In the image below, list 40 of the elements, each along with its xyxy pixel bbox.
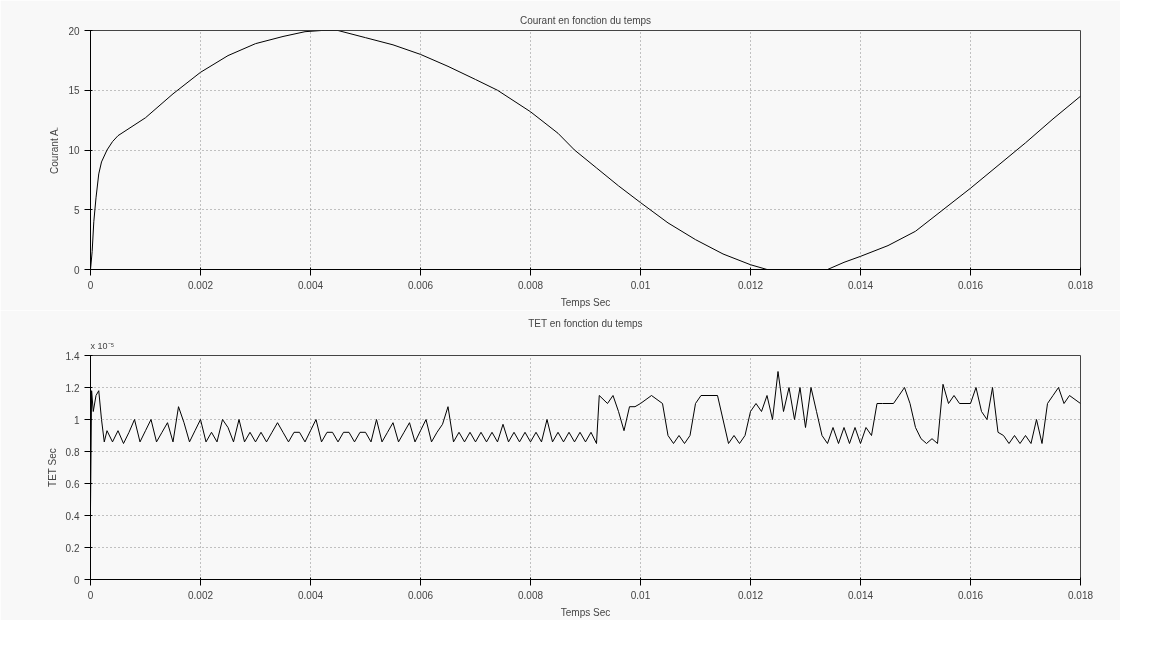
x-tick-label: 0.018 xyxy=(1067,589,1094,601)
x-tick-label: 0.014 xyxy=(847,279,874,291)
y-tick-label: 15 xyxy=(68,85,80,97)
y-tick-label: 20 xyxy=(68,25,80,37)
x-tick-label: 0 xyxy=(87,589,94,601)
y-axis-title: Courant A. xyxy=(49,126,61,174)
y-tick-label: 0.8 xyxy=(65,446,80,458)
y-tick-label: 0.6 xyxy=(65,478,80,490)
x-tick-label: 0.006 xyxy=(407,279,434,291)
x-tick-label: 0.002 xyxy=(187,279,214,291)
x-tick-label: 0.012 xyxy=(737,279,764,291)
y-tick-label: 5 xyxy=(73,204,80,216)
x-tick-label: 0.004 xyxy=(297,279,324,291)
x-tick-label: 0.012 xyxy=(737,589,764,601)
y-tick-label: 0 xyxy=(73,574,80,586)
y-tick-label: 0 xyxy=(73,264,80,276)
x-tick-label: 0.018 xyxy=(1067,279,1094,291)
x-tick-label: 0.016 xyxy=(957,589,984,601)
chart-title: Courant en fonction du temps xyxy=(519,14,652,26)
x-tick-label: 0.006 xyxy=(407,589,434,601)
x-tick-label: 0.004 xyxy=(297,589,324,601)
y-tick-label: 10 xyxy=(68,145,80,156)
x-tick-label: 0.008 xyxy=(517,589,544,601)
y-tick-label: 0.4 xyxy=(65,510,80,522)
x-axis-title: Temps Sec xyxy=(560,606,611,618)
x-tick-label: 0.016 xyxy=(957,279,984,291)
y-tick-label: 1 xyxy=(73,414,80,426)
x-tick-label: 0.01 xyxy=(630,589,651,601)
x-tick-label: 0.01 xyxy=(630,279,651,291)
text: x 10⁻⁵ xyxy=(90,340,115,351)
x-tick-label: 0.002 xyxy=(187,589,214,601)
x-tick-label: 0.014 xyxy=(847,589,874,601)
y-tick-label: 0.2 xyxy=(65,542,80,554)
x-axis-title: Temps Sec xyxy=(560,296,611,308)
y-axis-title: TET Sec xyxy=(46,448,58,487)
x-tick-label: 0 xyxy=(87,279,94,291)
chart-title: TET en fonction du temps xyxy=(528,317,643,329)
y-tick-label: 1.4 xyxy=(65,350,80,362)
x-tick-label: 0.008 xyxy=(517,279,544,291)
y-tick-label: 1.2 xyxy=(65,382,80,394)
